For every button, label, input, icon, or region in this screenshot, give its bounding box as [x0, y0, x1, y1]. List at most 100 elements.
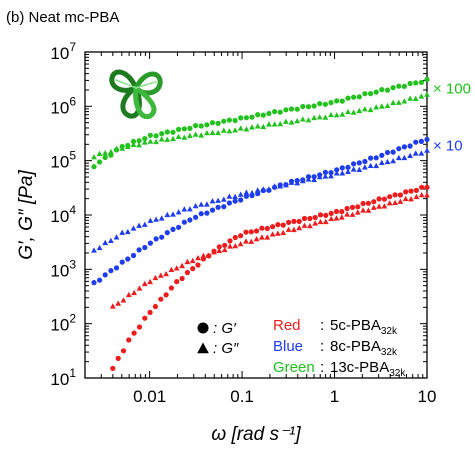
data-point: [291, 226, 297, 233]
data-point: [147, 132, 153, 138]
data-point: [131, 289, 137, 296]
shift-label-green: × 100: [433, 81, 471, 98]
y-tick-label: 101: [50, 366, 76, 389]
data-point: [345, 108, 351, 115]
data-point: [153, 216, 159, 222]
data-point: [209, 198, 216, 204]
data-point: [266, 121, 272, 127]
data-point: [254, 123, 261, 129]
data-point: [181, 219, 187, 225]
data-point: [142, 136, 148, 142]
data-point: [179, 275, 185, 282]
data-point: [259, 225, 265, 231]
data-point: [367, 106, 374, 113]
data-point: [339, 165, 345, 171]
series-blue-g-prime: [91, 136, 430, 286]
data-point: [367, 162, 374, 168]
data-point: [424, 147, 430, 153]
data-point: [126, 337, 132, 343]
data-point: [413, 187, 419, 193]
data-point: [407, 152, 413, 158]
legend-color-name: Red: [273, 317, 301, 334]
data-point: [396, 83, 402, 89]
data-point: [373, 155, 379, 161]
data-point: [345, 168, 351, 174]
data-point: [356, 107, 363, 114]
data-point: [211, 249, 217, 255]
data-point: [175, 133, 182, 139]
legend-color-sep: :: [320, 338, 324, 355]
data-point: [424, 136, 430, 143]
data-point: [243, 229, 249, 235]
data-point: [176, 126, 182, 132]
data-point: [362, 91, 368, 97]
data-point: [125, 256, 131, 262]
data-point: [255, 112, 261, 118]
data-point: [147, 138, 154, 144]
data-point: [312, 220, 319, 226]
data-point: [344, 211, 350, 217]
data-point: [102, 272, 108, 278]
x-tick-label: 1: [330, 387, 339, 406]
data-point: [141, 221, 148, 227]
data-point: [339, 111, 346, 117]
data-point: [204, 201, 210, 207]
data-point: [305, 117, 312, 123]
x-tick-label: 10: [418, 387, 437, 406]
data-point: [215, 197, 221, 203]
data-point: [170, 226, 176, 232]
data-point: [115, 300, 122, 306]
data-point: [272, 109, 278, 115]
data-point: [147, 278, 153, 285]
data-point: [227, 243, 233, 249]
data-point: [158, 296, 164, 302]
data-point: [184, 258, 191, 265]
data-point: [164, 136, 171, 142]
data-point: [339, 170, 346, 176]
data-point: [142, 315, 148, 321]
data-point: [333, 112, 340, 118]
data-point: [412, 150, 419, 156]
data-point: [205, 252, 212, 258]
data-point: [243, 189, 250, 195]
data-point: [351, 94, 357, 100]
data-point: [113, 265, 120, 271]
data-point: [384, 149, 391, 156]
data-point: [260, 186, 267, 192]
data-point: [316, 114, 323, 120]
data-point: [221, 246, 228, 253]
data-point: [402, 195, 409, 202]
data-point: [147, 309, 153, 315]
data-point: [334, 167, 340, 173]
data-point: [345, 95, 351, 101]
data-point: [195, 255, 201, 261]
data-point: [266, 186, 272, 192]
data-point: [395, 154, 402, 161]
data-point: [312, 214, 318, 221]
data-point: [91, 164, 97, 170]
data-point: [164, 230, 170, 236]
data-point: [110, 365, 116, 371]
data-point: [115, 355, 121, 361]
data-point: [243, 126, 250, 132]
data-point: [299, 178, 306, 184]
data-point: [254, 228, 260, 234]
data-point: [248, 229, 254, 235]
data-point: [249, 114, 255, 120]
data-point: [397, 198, 404, 204]
data-point: [419, 184, 425, 190]
data-point: [108, 237, 114, 243]
data-point: [294, 106, 300, 112]
data-point: [328, 170, 334, 176]
data-point: [119, 145, 126, 151]
series-green-g-prime: [91, 76, 430, 170]
data-point: [238, 233, 244, 239]
data-point: [260, 112, 266, 118]
data-point: [131, 330, 137, 336]
data-point: [153, 236, 159, 242]
data-point: [288, 106, 295, 112]
x-tick-label: 0.1: [230, 387, 254, 406]
data-point: [328, 210, 334, 216]
data-point: [198, 201, 205, 207]
data-point: [412, 95, 419, 101]
